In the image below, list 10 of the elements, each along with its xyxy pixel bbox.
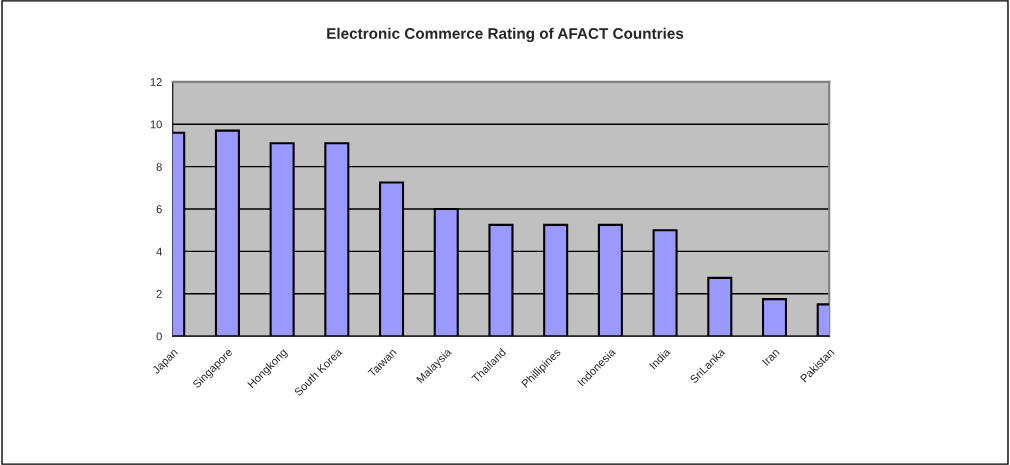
y-tick-label: 6 — [156, 205, 162, 214]
bar — [761, 298, 788, 337]
y-tick-label: 0 — [156, 332, 162, 341]
x-tick-label: Iran — [761, 348, 780, 366]
chart-title: Electronic Commerce Rating of AFACT Countries — [327, 27, 684, 43]
y-tick-label: 10 — [150, 120, 162, 129]
y-tick-label: 2 — [156, 290, 162, 298]
y-tick-label: 8 — [156, 162, 162, 171]
y-tick-label: 12 — [150, 78, 162, 86]
y-tick-label: 4 — [156, 247, 162, 256]
